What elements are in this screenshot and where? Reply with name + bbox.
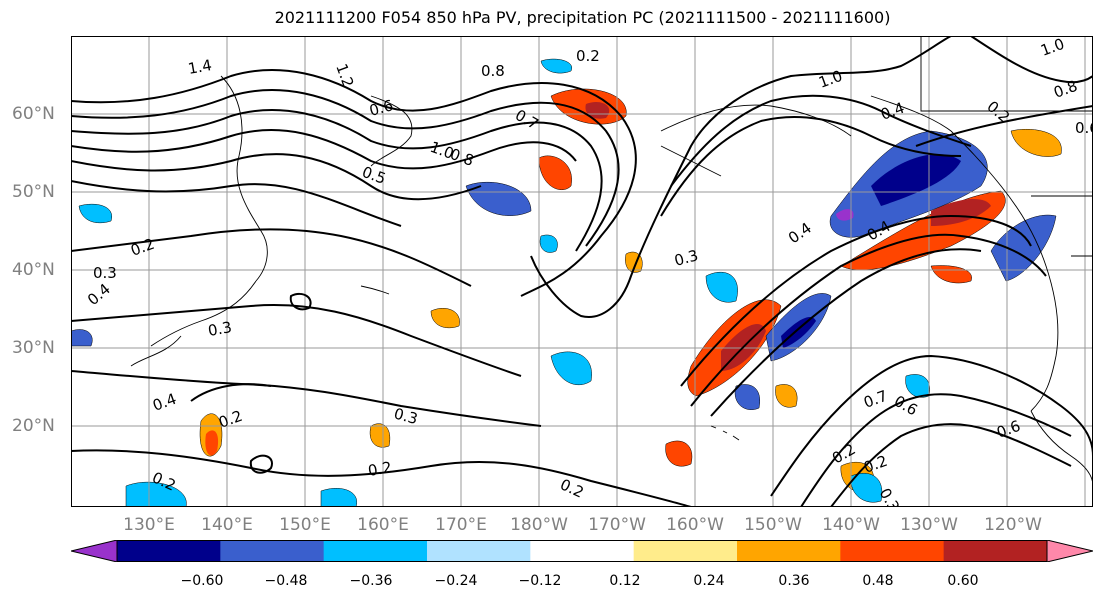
lat-label: 50°N [12, 182, 55, 202]
contour-label: 1.0 [816, 67, 845, 92]
contour-label: 0.2 [367, 458, 394, 480]
colorbar-tick-label: −0.36 [349, 573, 393, 589]
contour-label: 1.4 [187, 56, 214, 78]
lon-label: 130°W [900, 515, 958, 535]
figure-title: 2021111200 F054 850 hPa PV, precipitatio… [274, 8, 891, 27]
lon-label: 120°W [984, 515, 1042, 535]
contour-label: 0.3 [392, 404, 420, 428]
contour-label: 0.8 [448, 145, 477, 170]
contour-label: 0.4 [785, 219, 815, 247]
lon-label: 130°E [123, 515, 175, 535]
colorbar-tick-label: −0.24 [434, 573, 478, 589]
lon-label: 170°E [435, 515, 487, 535]
contour-label: 0.2 [576, 47, 600, 65]
colorbar-tick-label: −0.60 [180, 573, 224, 589]
contour-label: 0.5 [360, 163, 389, 188]
lon-label: 180°W [510, 515, 568, 535]
colorbar-tick-label: 0.24 [693, 573, 725, 589]
colorbar-segment [220, 540, 325, 562]
contour-label: 0.7 [861, 387, 890, 412]
colorbar-segment [117, 540, 221, 562]
lon-label: 170°W [588, 515, 646, 535]
contour-label: 0.6 [1075, 119, 1093, 137]
lon-label: 140°E [201, 515, 253, 535]
lon-label: 150°W [744, 515, 802, 535]
colorbar [71, 540, 1093, 562]
contour-label: 0.2 [861, 452, 890, 477]
colorbar-extend-max [1046, 540, 1093, 562]
colorbar-tick-label: 0.12 [609, 573, 641, 589]
map-panel: 1.4 1.2 0.8 1.0 0.6 0.7 1.0 0.8 0.5 0.4 … [71, 36, 1093, 507]
lat-label: 30°N [12, 338, 55, 358]
map-canvas: 1.4 1.2 0.8 1.0 0.6 0.7 1.0 0.8 0.5 0.4 … [71, 36, 1093, 507]
contour-label: 1.0 [1038, 36, 1067, 60]
contour-label: 0.4 [150, 390, 179, 415]
contour-label: 0.6 [994, 417, 1023, 442]
contour-label: 0.3 [93, 264, 117, 282]
colorbar-segment [633, 540, 738, 562]
contour-label: 0.3 [672, 246, 700, 270]
lat-label: 20°N [12, 416, 55, 436]
gridlines [71, 36, 1093, 507]
lat-label: 60°N [12, 104, 55, 124]
contour-label: 0.2 [983, 97, 1013, 126]
contour-label: 0.3 [207, 318, 234, 340]
contour-label: 0.2 [216, 407, 245, 432]
colorbar-tick-label: 0.60 [947, 573, 979, 589]
colorbar-outline [116, 540, 1048, 562]
contour-label: 0.8 [481, 62, 505, 80]
contour-label: 0.4 [84, 280, 114, 309]
contour-label: 0.2 [128, 235, 157, 260]
lon-label: 160°E [357, 515, 409, 535]
colorbar-segment [840, 540, 945, 562]
precip-shading [71, 58, 1062, 507]
colorbar-segment [943, 540, 1048, 562]
colorbar-segment [323, 540, 428, 562]
pv-contours [71, 36, 1093, 507]
colorbar-segment [737, 540, 841, 562]
contour-label: 1.2 [332, 61, 357, 90]
colorbar-segments [71, 540, 1093, 562]
lat-label: 40°N [12, 260, 55, 280]
contour-label: 0.7 [512, 106, 542, 134]
colorbar-tick-label: −0.12 [518, 573, 562, 589]
colorbar-segment [427, 540, 531, 562]
colorbar-tick-label: 0.36 [778, 573, 810, 589]
lon-label: 160°W [666, 515, 724, 535]
colorbar-tick-label: −0.48 [264, 573, 308, 589]
coastlines [130, 36, 1093, 487]
contour-label: 0.6 [367, 96, 395, 120]
colorbar-extend-min [71, 540, 118, 562]
colorbar-tick-label: 0.48 [862, 573, 894, 589]
lon-label: 150°E [279, 515, 331, 535]
lon-label: 140°W [822, 515, 880, 535]
colorbar-segment [530, 540, 635, 562]
